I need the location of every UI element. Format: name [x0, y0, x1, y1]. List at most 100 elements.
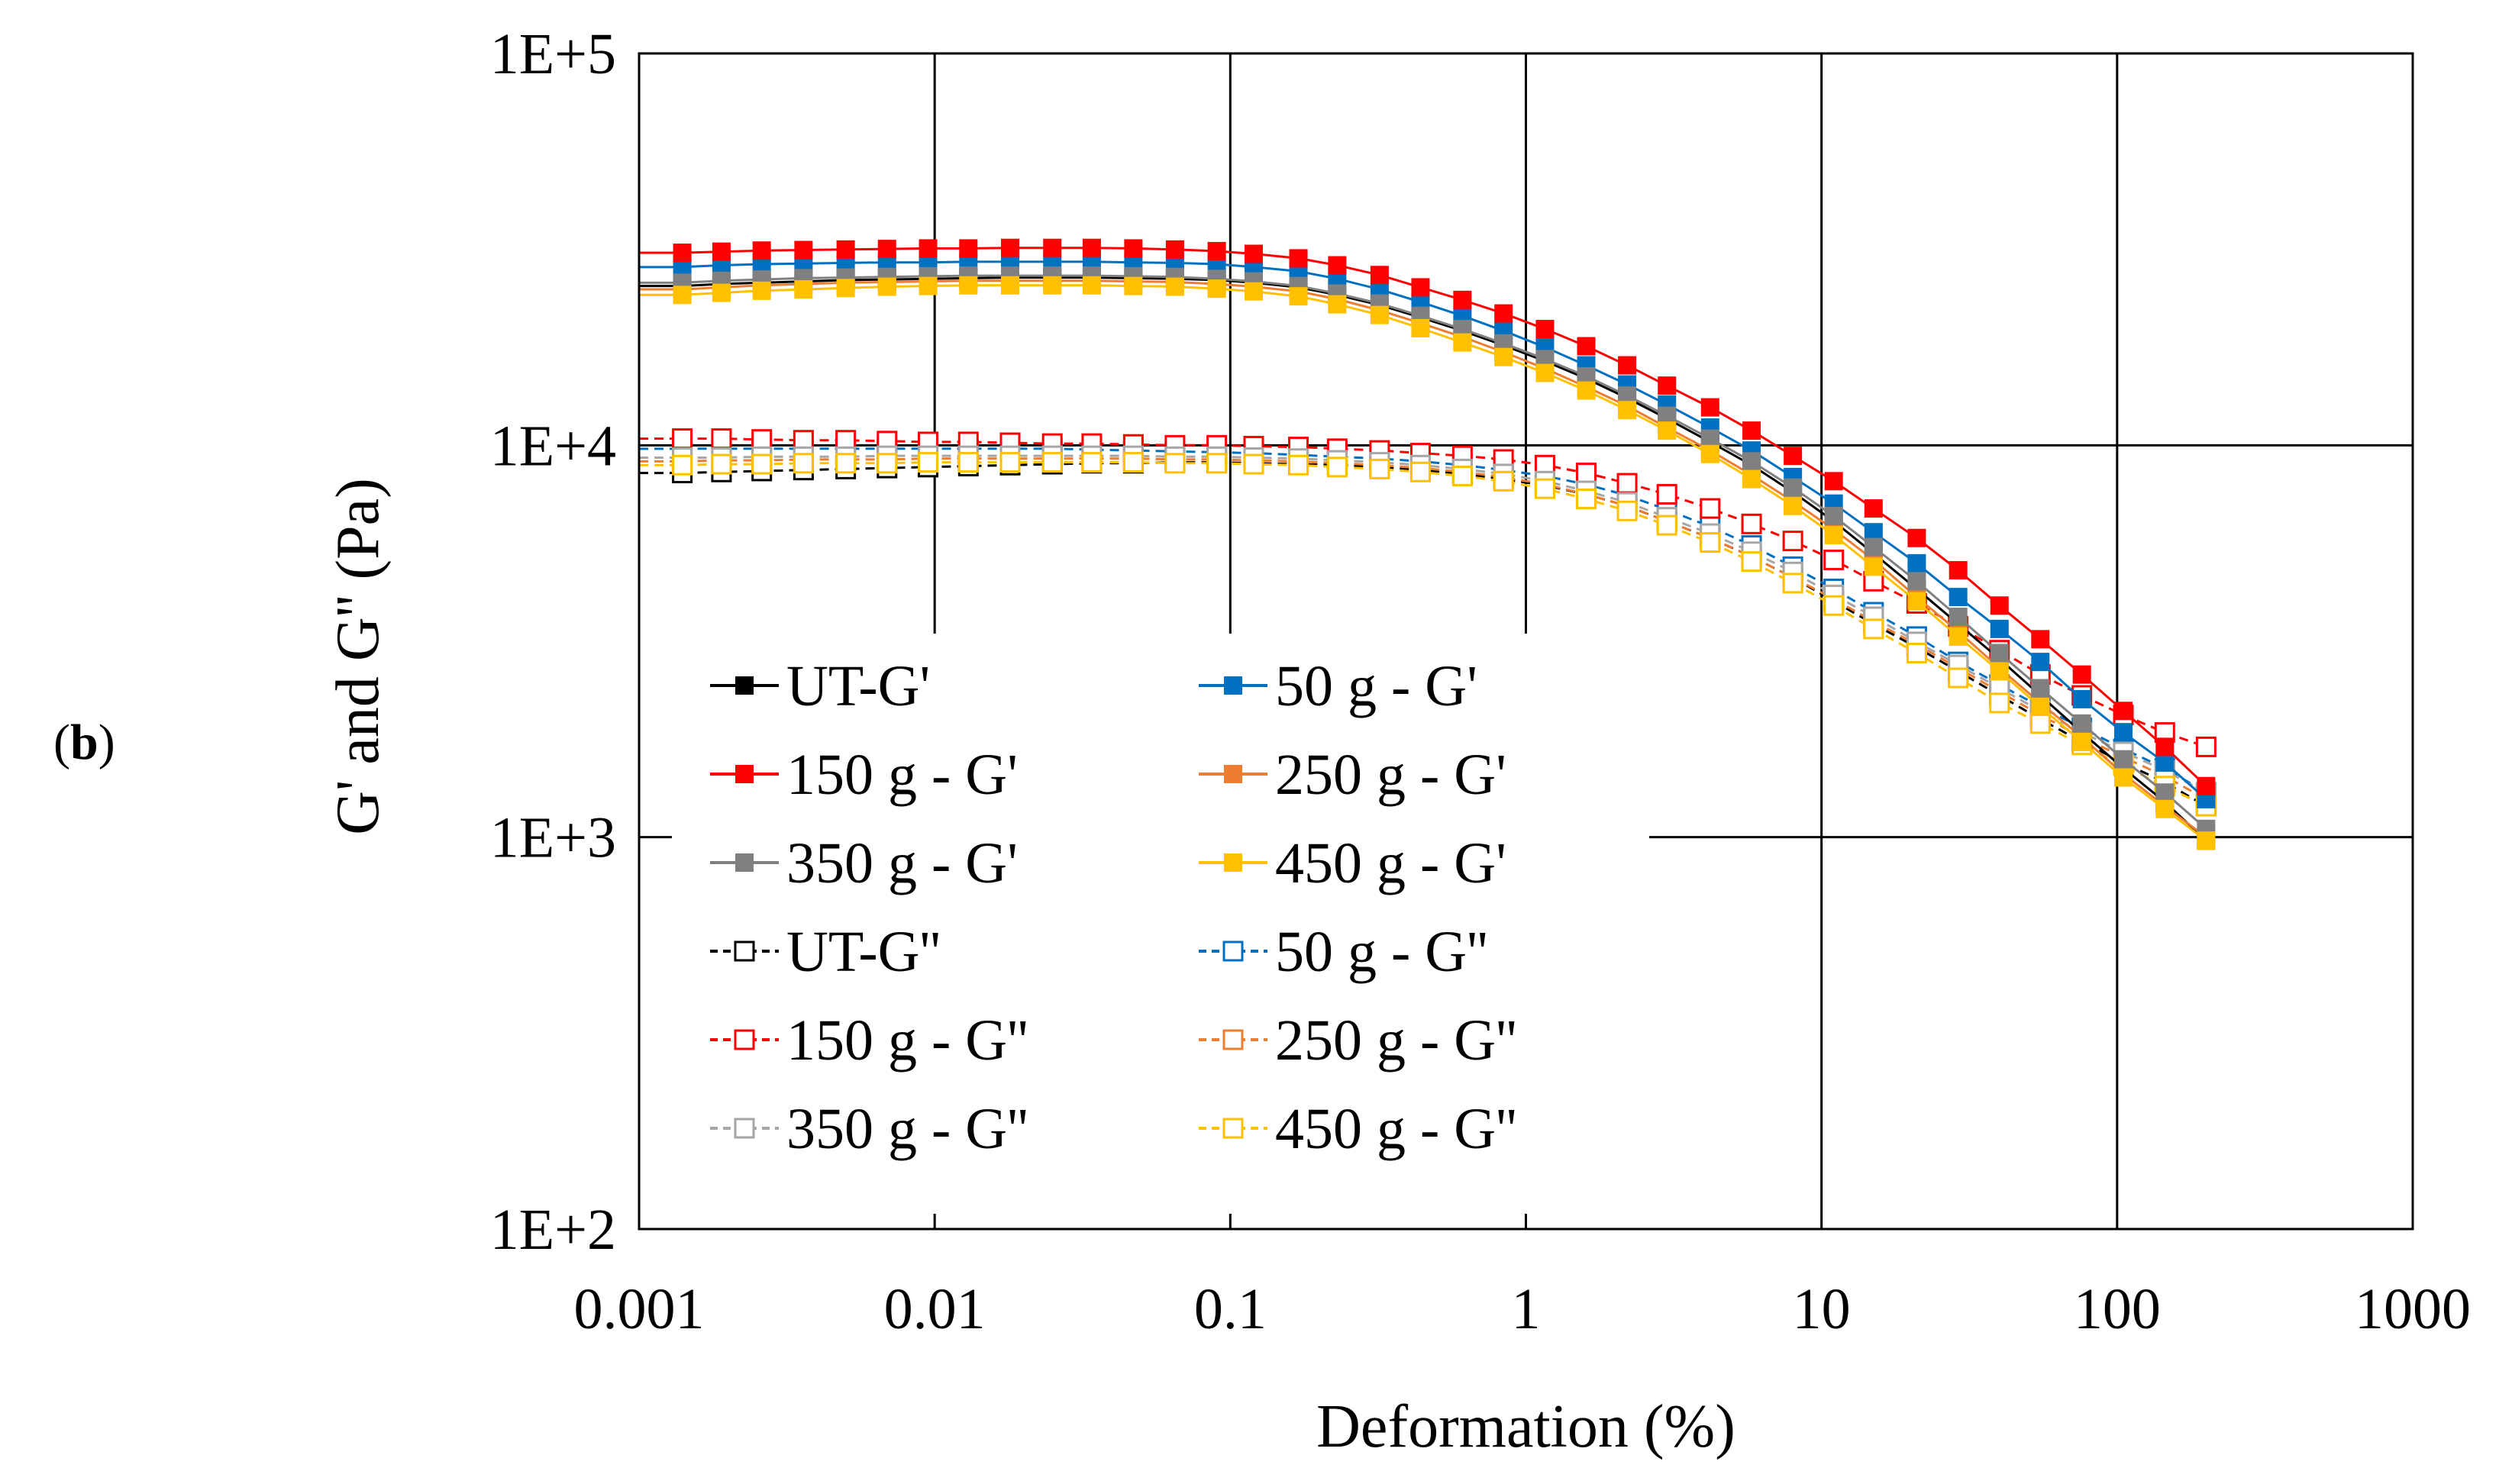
data-point	[1244, 282, 1263, 301]
legend-label: 250 g - G'	[1275, 743, 1506, 807]
x-tick-label: 1	[1512, 1277, 1541, 1341]
data-point	[1616, 500, 1638, 521]
data-point	[751, 429, 773, 450]
data-point	[1949, 560, 1968, 579]
panel-label-close: )	[98, 715, 115, 770]
data-point	[1411, 278, 1430, 297]
data-point	[2072, 689, 2091, 708]
x-axis-title: Deformation (%)	[1316, 1393, 1735, 1460]
data-point	[1784, 496, 1803, 515]
data-point	[2114, 723, 2133, 742]
data-point	[1328, 256, 1347, 275]
legend-swatch-marker	[1222, 1029, 1244, 1050]
data-point	[1658, 376, 1677, 395]
data-point	[1990, 596, 2009, 615]
legend: UT-G' 50 g - G' 150 g - G' 250 g - G' 350 g …	[672, 634, 1649, 1214]
data-point	[1824, 472, 1843, 491]
data-point	[1164, 453, 1186, 474]
data-point	[1823, 595, 1845, 616]
data-point	[2114, 750, 2133, 769]
data-point	[1907, 572, 1926, 591]
data-point	[794, 280, 813, 299]
legend-label: 250 g - G''	[1275, 1008, 1517, 1073]
data-point	[2195, 736, 2216, 757]
data-point	[1700, 532, 1721, 553]
data-point	[1081, 452, 1103, 473]
data-point	[1700, 498, 1721, 519]
data-point	[836, 240, 855, 259]
legend-item: 50 g - G'	[1199, 654, 1477, 718]
data-point	[1949, 588, 1968, 607]
data-point	[835, 453, 857, 474]
legend-label: 350 g - G'	[786, 831, 1018, 895]
data-point	[1742, 421, 1761, 440]
data-point	[672, 454, 693, 476]
data-point	[1949, 608, 1968, 627]
data-point	[1700, 398, 1719, 417]
legend-label: UT-G'	[786, 654, 930, 718]
data-point	[1289, 249, 1308, 268]
legend-background	[672, 634, 1649, 1214]
data-point	[2197, 776, 2216, 795]
data-point	[711, 453, 732, 475]
data-point	[1907, 592, 1926, 611]
data-point	[1453, 333, 1472, 352]
data-point	[1784, 478, 1803, 497]
y-axis-title: G' and G'' (Pa)	[324, 478, 392, 835]
legend-label: 150 g - G'	[786, 743, 1018, 807]
data-point	[919, 239, 938, 258]
plot-frame	[638, 52, 2414, 1231]
data-point	[1043, 238, 1062, 257]
data-point	[957, 452, 979, 473]
data-point	[1658, 421, 1677, 440]
data-point	[2072, 665, 2091, 684]
legend-item: UT-G''	[710, 920, 941, 984]
data-point	[793, 430, 814, 451]
data-point	[1451, 466, 1473, 487]
data-point	[1989, 692, 2010, 714]
data-point	[1784, 447, 1803, 466]
data-point	[999, 452, 1021, 473]
data-point	[1864, 557, 1883, 576]
data-point	[1824, 525, 1843, 544]
legend-label: 150 g - G''	[786, 1008, 1028, 1073]
data-point	[1494, 304, 1513, 323]
legend-item: UT-G'	[710, 654, 930, 718]
data-point	[1823, 549, 1845, 570]
data-point	[1369, 458, 1390, 479]
data-point	[794, 240, 813, 260]
data-point	[752, 281, 771, 300]
data-point	[877, 240, 896, 259]
legend-item: 150 g - G'	[710, 743, 1018, 807]
legend-swatch-marker	[734, 1118, 755, 1139]
data-point	[2031, 698, 2050, 717]
data-point	[2031, 630, 2050, 649]
data-point	[2031, 653, 2050, 672]
data-point	[1207, 279, 1226, 298]
data-point	[918, 452, 939, 473]
data-point	[1122, 452, 1144, 473]
legend-item: 450 g - G'	[1199, 831, 1506, 895]
data-point	[959, 239, 978, 258]
data-point	[1863, 618, 1884, 640]
data-point	[1990, 619, 2009, 638]
legend-swatch-marker	[734, 1029, 755, 1050]
data-point	[1493, 470, 1514, 492]
data-point	[2072, 732, 2091, 751]
data-point	[1576, 488, 1597, 509]
data-point	[1782, 531, 1803, 552]
data-point	[1043, 276, 1062, 295]
data-point	[1326, 456, 1348, 478]
data-point	[1000, 238, 1019, 257]
data-point	[1535, 363, 1555, 382]
data-point	[1000, 276, 1019, 295]
data-point	[1864, 499, 1883, 518]
legend-label: 350 g - G''	[786, 1097, 1028, 1161]
data-point	[1656, 483, 1677, 505]
data-point	[2114, 768, 2133, 787]
data-point	[877, 277, 896, 296]
legend-swatch-marker	[1222, 1118, 1244, 1139]
data-point	[1082, 276, 1101, 295]
